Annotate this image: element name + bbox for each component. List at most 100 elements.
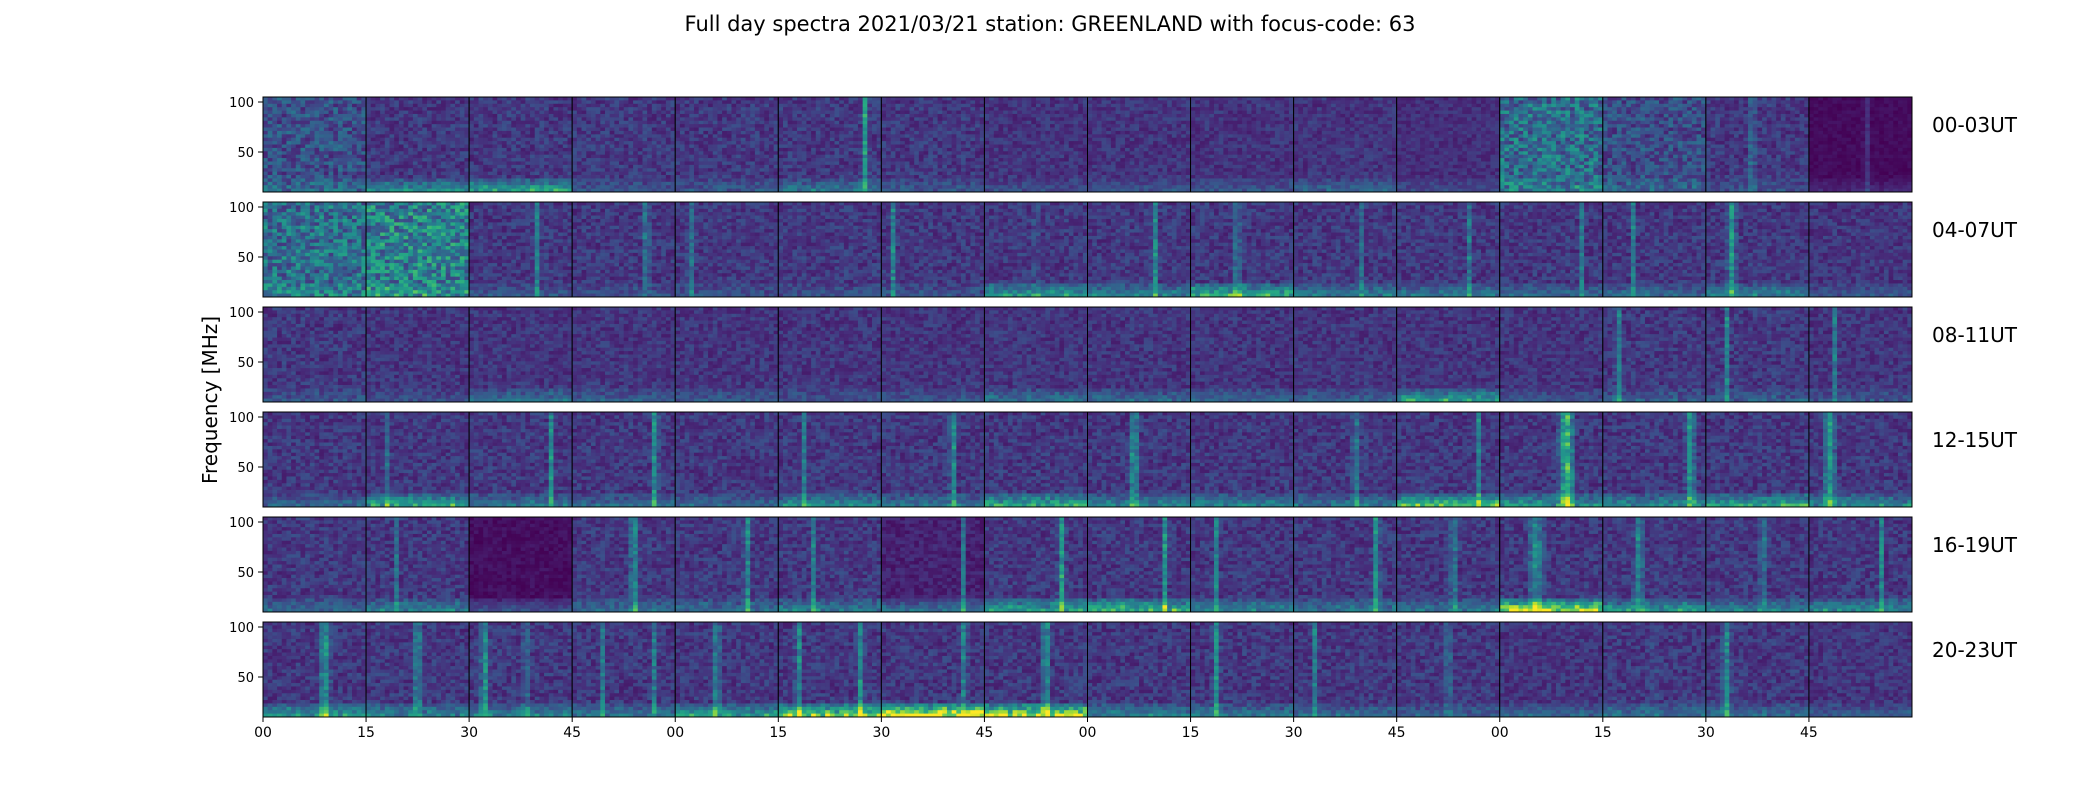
spectrum-cell xyxy=(333,100,338,104)
spectrum-cell xyxy=(329,151,334,155)
spectrum-cell xyxy=(652,138,657,142)
spectrum-cell xyxy=(535,104,540,108)
spectrum-cell xyxy=(474,178,479,182)
spectrum-cell xyxy=(727,114,732,118)
spectrum-cell xyxy=(661,121,666,125)
spectrum-cell xyxy=(558,175,563,179)
spectrum-cell xyxy=(418,128,423,132)
spectrum-cell xyxy=(624,155,629,159)
spectrum-cell xyxy=(282,121,287,125)
spectrum-cell xyxy=(329,107,334,111)
spectrum-cell xyxy=(647,172,652,176)
spectrum-cell xyxy=(305,121,310,125)
spectrum-cell xyxy=(371,131,376,135)
spectrum-cell xyxy=(535,161,540,165)
spectrum-cell xyxy=(558,168,563,172)
spectrum-cell xyxy=(389,185,394,189)
spectrum-cell xyxy=(652,111,657,115)
spectrum-cell xyxy=(516,114,521,118)
spectrum-cell xyxy=(427,165,432,169)
spectrum-cell xyxy=(436,111,441,115)
spectrum-cell xyxy=(347,131,352,135)
spectrum-cell xyxy=(277,138,282,142)
spectrum-cell xyxy=(324,138,329,142)
spectrum-cell xyxy=(296,165,301,169)
spectrum-cell xyxy=(577,165,582,169)
spectrum-cell xyxy=(478,145,483,149)
spectrum-cell xyxy=(553,148,558,152)
spectrum-cell xyxy=(619,182,624,186)
spectrum-cell xyxy=(427,151,432,155)
spectrum-cell xyxy=(488,117,493,121)
spectrum-cell xyxy=(319,175,324,179)
spectrum-cell xyxy=(446,148,451,152)
spectrum-cell xyxy=(352,134,357,138)
spectrum-cell xyxy=(343,148,348,152)
spectrum-cell xyxy=(516,138,521,142)
spectrum-cell xyxy=(422,114,427,118)
spectrum-cell xyxy=(408,185,413,189)
spectrum-cell xyxy=(661,178,666,182)
spectrum-cell xyxy=(329,155,334,159)
spectrum-cell xyxy=(549,178,554,182)
spectrum-cell xyxy=(408,151,413,155)
spectrum-cell xyxy=(399,168,404,172)
spectrum-cell xyxy=(277,168,282,172)
spectrum-cell xyxy=(413,178,418,182)
spectrum-cell xyxy=(375,100,380,104)
spectrum-cell xyxy=(357,182,362,186)
spectrum-cell xyxy=(268,168,273,172)
spectrum-cell xyxy=(553,151,558,155)
spectrum-cell xyxy=(352,165,357,169)
spectrum-cell xyxy=(591,111,596,115)
spectrum-cell xyxy=(680,100,685,104)
spectrum-cell xyxy=(591,100,596,104)
spectrum-cell xyxy=(455,134,460,138)
spectrum-cell xyxy=(769,107,774,111)
spectrum-cell xyxy=(469,158,474,162)
spectrum-cell xyxy=(558,121,563,125)
spectrum-cell xyxy=(760,107,765,111)
spectrum-cell xyxy=(563,104,568,108)
spectrum-cell xyxy=(315,155,320,159)
spectrum-cell xyxy=(511,148,516,152)
spectrum-cell xyxy=(483,117,488,121)
spectrum-cell xyxy=(268,165,273,169)
spectrum-cell xyxy=(624,141,629,145)
spectrum-cell xyxy=(577,121,582,125)
spectrum-cell xyxy=(375,134,380,138)
spectrum-cell xyxy=(263,185,268,189)
spectrum-cell xyxy=(530,141,535,145)
spectrum-cell xyxy=(478,185,483,189)
spectrum-cell xyxy=(760,104,765,108)
spectrum-cell xyxy=(422,175,427,179)
spectrum-cell xyxy=(460,111,465,115)
spectrum-cell xyxy=(375,128,380,132)
spectrum-cell xyxy=(385,165,390,169)
spectrum-cell xyxy=(652,151,657,155)
spectrum-cell xyxy=(347,158,352,162)
spectrum-cell xyxy=(385,111,390,115)
spectrum-cell xyxy=(375,114,380,118)
spectrum-cell xyxy=(441,104,446,108)
spectrum-cell xyxy=(436,151,441,155)
spectrum-cell xyxy=(347,185,352,189)
spectrum-cell xyxy=(544,117,549,121)
spectrum-cell xyxy=(699,100,704,104)
spectrum-cell xyxy=(310,158,315,162)
spectrum-cell xyxy=(497,117,502,121)
spectrum-cell xyxy=(380,107,385,111)
spectrum-cell xyxy=(610,131,615,135)
spectrum-cell xyxy=(647,124,652,128)
spectrum-cell xyxy=(577,100,582,104)
spectrum-cell xyxy=(460,97,465,101)
spectrum-cell xyxy=(764,100,769,104)
spectrum-cell xyxy=(263,134,268,138)
spectrum-cell xyxy=(549,114,554,118)
spectrum-cell xyxy=(446,134,451,138)
spectrum-cell xyxy=(371,175,376,179)
spectrum-cell xyxy=(586,145,591,149)
spectrum-cell xyxy=(558,128,563,132)
spectrum-cell xyxy=(516,121,521,125)
spectrum-cell xyxy=(591,165,596,169)
